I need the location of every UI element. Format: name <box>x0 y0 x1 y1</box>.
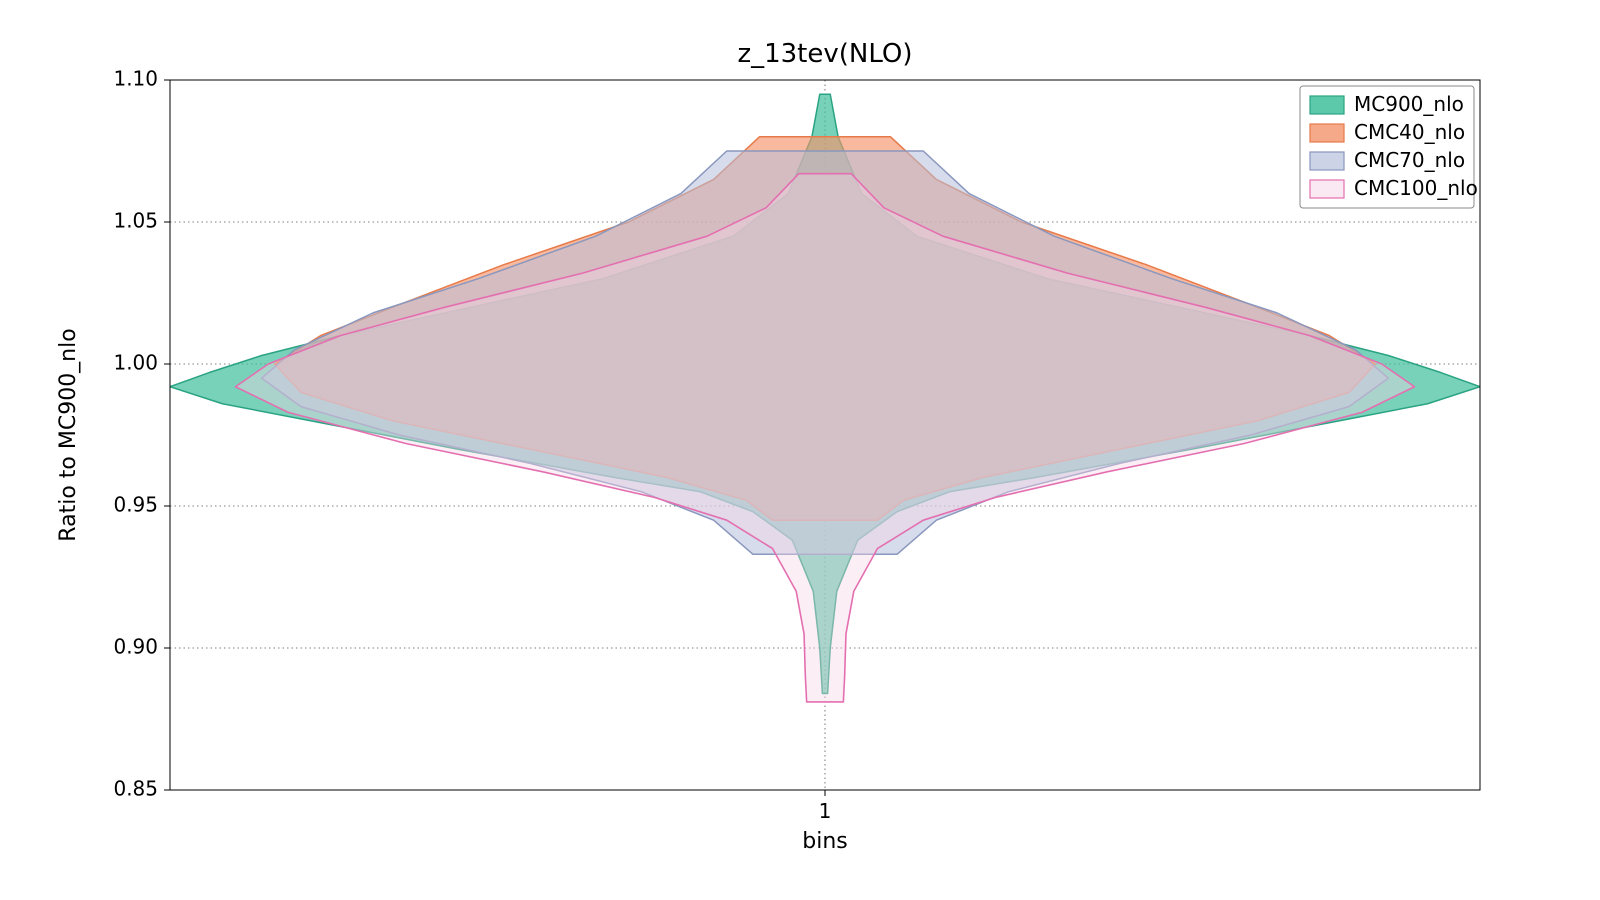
legend-swatch <box>1310 152 1344 170</box>
legend: MC900_nlo CMC40_nlo CMC70_nlo CMC100_nlo <box>1300 86 1478 208</box>
svg-text:1: 1 <box>819 799 832 823</box>
svg-text:z_13tev(NLO): z_13tev(NLO) <box>737 39 912 69</box>
svg-text:CMC70_nlo: CMC70_nlo <box>1354 148 1465 172</box>
legend-swatch <box>1310 96 1344 114</box>
svg-text:CMC100_nlo: CMC100_nlo <box>1354 176 1478 200</box>
svg-text:CMC40_nlo: CMC40_nlo <box>1354 120 1465 144</box>
svg-text:bins: bins <box>802 829 847 854</box>
svg-text:0.85: 0.85 <box>113 777 158 801</box>
svg-text:MC900_nlo: MC900_nlo <box>1354 92 1464 116</box>
svg-text:1.10: 1.10 <box>113 67 158 91</box>
svg-text:1.05: 1.05 <box>113 209 158 233</box>
svg-text:1.00: 1.00 <box>113 351 158 375</box>
svg-text:Ratio to MC900_nlo: Ratio to MC900_nlo <box>56 328 81 541</box>
svg-text:0.90: 0.90 <box>113 635 158 659</box>
legend-swatch <box>1310 124 1344 142</box>
legend-swatch <box>1310 180 1344 198</box>
chart-container: 0.85 0.90 0.95 1.00 1.05 1.10 1 bins Ratio to MC… <box>0 0 1600 900</box>
violin-chart: 0.85 0.90 0.95 1.00 1.05 1.10 1 bins Ratio to MC… <box>0 0 1600 900</box>
svg-text:0.95: 0.95 <box>113 493 158 517</box>
